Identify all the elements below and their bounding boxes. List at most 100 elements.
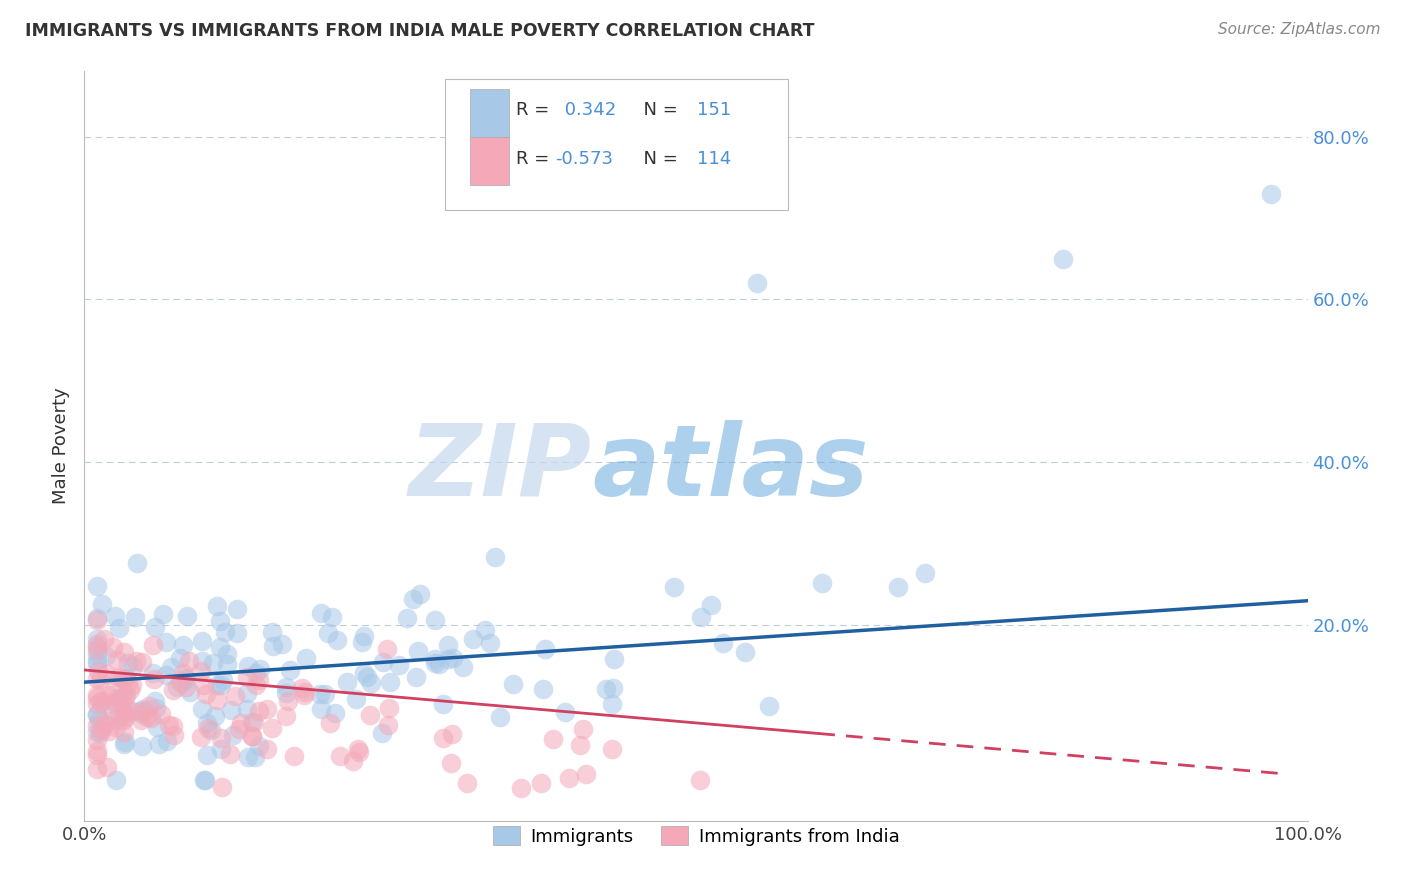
Point xyxy=(152,607,174,621)
Point xyxy=(488,710,510,724)
Point xyxy=(86,748,108,763)
Point xyxy=(101,640,124,655)
Point xyxy=(427,657,450,672)
Point xyxy=(90,723,112,737)
Point xyxy=(260,625,283,640)
Point xyxy=(224,689,246,703)
Point xyxy=(205,693,228,707)
Point xyxy=(90,597,112,611)
Point xyxy=(111,697,134,711)
Point xyxy=(145,620,167,634)
Point xyxy=(212,673,235,687)
Point xyxy=(191,634,214,648)
Point xyxy=(191,654,214,668)
Point xyxy=(86,733,108,747)
Point xyxy=(228,722,250,736)
Point xyxy=(557,771,579,785)
Point xyxy=(200,723,222,737)
Point xyxy=(193,772,215,787)
Point xyxy=(162,718,184,732)
FancyBboxPatch shape xyxy=(470,88,509,136)
Point xyxy=(117,675,139,690)
Point xyxy=(371,655,394,669)
Point xyxy=(157,717,180,731)
Point xyxy=(131,739,153,753)
Point xyxy=(474,623,496,637)
Point xyxy=(86,654,108,668)
Point xyxy=(402,591,425,606)
Point xyxy=(143,673,166,687)
Point xyxy=(262,639,284,653)
Text: 151: 151 xyxy=(697,102,731,120)
Point xyxy=(195,715,218,730)
Point xyxy=(90,695,112,709)
Point xyxy=(94,697,117,711)
Point xyxy=(240,714,263,729)
Point xyxy=(478,636,501,650)
Point xyxy=(125,654,148,668)
Text: ZIP: ZIP xyxy=(409,420,592,517)
Point xyxy=(155,634,177,648)
Point xyxy=(190,730,212,744)
Text: Source: ZipAtlas.com: Source: ZipAtlas.com xyxy=(1218,22,1381,37)
Point xyxy=(436,652,458,666)
Point xyxy=(93,632,115,646)
Point xyxy=(121,678,143,692)
Point xyxy=(377,718,399,732)
Point xyxy=(711,636,734,650)
Point xyxy=(226,601,249,615)
Point xyxy=(277,694,299,708)
Point xyxy=(89,725,111,739)
Point xyxy=(311,606,333,620)
Point xyxy=(432,731,454,746)
Point xyxy=(86,648,108,662)
Point xyxy=(121,705,143,719)
Point xyxy=(208,615,231,629)
Point xyxy=(205,599,228,613)
Point xyxy=(747,276,769,290)
Point xyxy=(86,706,108,721)
Point xyxy=(510,780,533,795)
Point xyxy=(112,713,135,727)
Point xyxy=(159,660,181,674)
Point xyxy=(86,610,108,624)
Point xyxy=(249,739,271,754)
Point xyxy=(453,660,475,674)
Point xyxy=(689,773,711,788)
Point xyxy=(602,742,624,756)
Point xyxy=(97,724,120,739)
Text: 0.342: 0.342 xyxy=(560,102,616,120)
Point xyxy=(96,714,118,728)
Point xyxy=(111,690,134,705)
Point xyxy=(86,691,108,706)
Point xyxy=(425,652,447,666)
Point xyxy=(194,772,217,787)
Point xyxy=(176,609,198,624)
Point xyxy=(914,566,936,581)
Point xyxy=(456,776,478,790)
Point xyxy=(90,694,112,708)
Point xyxy=(172,639,194,653)
Point xyxy=(247,673,270,687)
Point xyxy=(127,557,149,571)
Point xyxy=(114,734,136,748)
Text: -0.573: -0.573 xyxy=(555,150,613,168)
Point xyxy=(321,610,343,624)
Point xyxy=(236,659,259,673)
Point xyxy=(568,738,591,752)
Point xyxy=(112,706,135,721)
Point xyxy=(86,718,108,732)
Point xyxy=(219,703,242,717)
Point xyxy=(105,720,128,734)
Point xyxy=(336,674,359,689)
Point xyxy=(291,681,314,696)
Point xyxy=(249,662,271,676)
Point xyxy=(114,688,136,702)
Text: R =: R = xyxy=(516,102,555,120)
Point xyxy=(1260,186,1282,201)
Point xyxy=(375,641,398,656)
Point xyxy=(274,680,297,694)
Point xyxy=(190,664,212,678)
Point xyxy=(112,737,135,751)
Point xyxy=(94,649,117,664)
